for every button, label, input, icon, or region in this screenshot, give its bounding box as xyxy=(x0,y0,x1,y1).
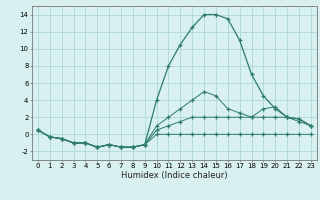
X-axis label: Humidex (Indice chaleur): Humidex (Indice chaleur) xyxy=(121,171,228,180)
